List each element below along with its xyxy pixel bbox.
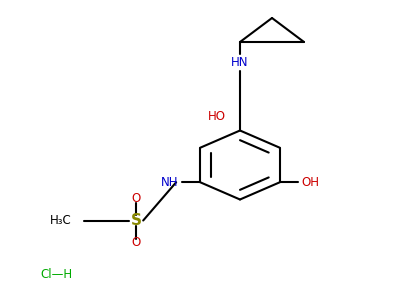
Text: O: O: [131, 191, 141, 205]
Text: NH: NH: [161, 176, 178, 189]
Text: OH: OH: [302, 176, 320, 189]
Text: HN: HN: [231, 56, 249, 70]
Text: H₃C: H₃C: [50, 214, 72, 227]
Text: O: O: [131, 236, 141, 250]
Text: Cl—H: Cl—H: [40, 268, 72, 281]
Text: HO: HO: [208, 110, 226, 124]
Text: S: S: [130, 213, 142, 228]
